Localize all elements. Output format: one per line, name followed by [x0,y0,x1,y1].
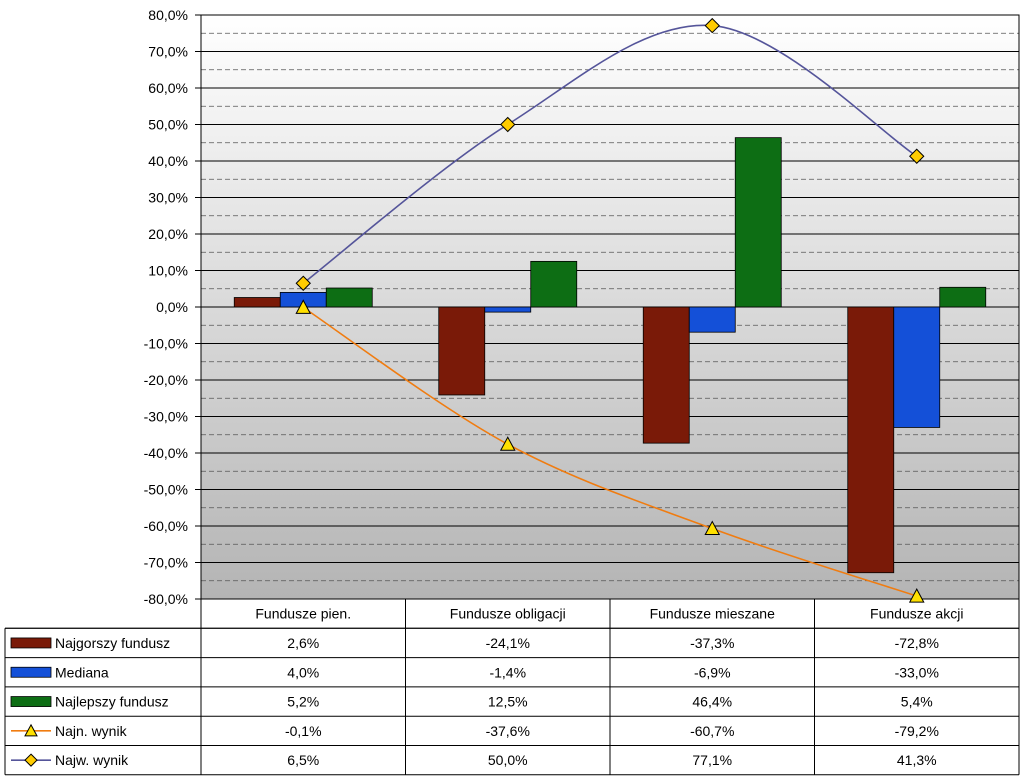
bar [893,306,941,428]
legend-marker [24,723,38,737]
y-tick-label: -50,0% [144,482,188,498]
data-label: 12,5% [488,694,528,710]
point-marker [295,299,312,314]
data-label: -33,0% [895,664,939,680]
y-tick-label: -70,0% [144,555,188,571]
data-label: -72,8% [895,635,939,651]
y-tick-label: 80,0% [148,7,188,23]
point-marker [499,436,516,451]
bar [325,287,373,308]
data-label: 6,5% [287,752,319,768]
data-label: -24,1% [486,635,530,651]
bar [530,260,578,308]
point-marker [909,148,925,164]
data-label: -60,7% [690,723,734,739]
y-tick-label: 30,0% [148,190,188,206]
data-label: 4,0% [287,664,319,680]
legend-label: Najgorszy fundusz [55,635,170,651]
y-tick-label: 70,0% [148,44,188,60]
x-tick-label: Fundusze obligacji [450,606,566,622]
bar [484,306,532,313]
point-marker [908,588,925,603]
data-label: 5,2% [287,694,319,710]
y-tick-label: 0,0% [156,299,188,315]
legend-label: Mediana [55,664,109,680]
legend-key [10,696,52,707]
bar [438,306,486,396]
data-label: -37,6% [486,723,530,739]
legend-key [10,666,52,678]
bar [642,306,690,444]
x-tick-label: Fundusze akcji [870,606,963,622]
legend-label: Najlepszy fundusz [55,694,169,710]
point-marker [500,116,516,133]
y-tick-label: -10,0% [144,336,188,352]
y-tick-label: 10,0% [148,263,188,279]
data-label: 50,0% [488,752,528,768]
y-tick-label: -30,0% [144,409,188,425]
bar [939,286,987,308]
y-tick-label: 20,0% [148,226,188,242]
y-tick-label: -40,0% [144,445,188,461]
legend-key [10,637,52,649]
data-label: 5,4% [901,694,933,710]
data-label: 2,6% [287,635,319,651]
data-label: -0,1% [285,723,322,739]
series-line [302,306,918,597]
y-tick-label: -60,0% [144,518,188,534]
point-marker [704,520,721,536]
bar [688,306,736,333]
bar [734,137,782,308]
legend-label: Najw. wynik [55,752,129,768]
data-label: -1,4% [489,664,526,680]
y-tick-label: 40,0% [148,153,188,169]
data-label: -79,2% [895,723,939,739]
point-marker [704,17,720,34]
legend-marker [24,753,38,767]
y-tick-label: 60,0% [148,80,188,96]
series-line [302,24,918,284]
point-marker [295,275,311,291]
y-tick-label: -20,0% [144,372,188,388]
data-label: 41,3% [897,752,937,768]
bar [233,297,281,308]
data-label: -37,3% [690,635,734,651]
bar [847,306,895,574]
y-tick-label: -80,0% [144,591,188,607]
data-label: 77,1% [692,752,732,768]
y-tick-label: 50,0% [148,117,188,133]
legend-label: Najn. wynik [55,723,128,739]
x-tick-label: Fundusze pien. [255,606,351,622]
x-tick-label: Fundusze mieszane [650,606,776,622]
data-label: -6,9% [694,664,731,680]
data-label: 46,4% [692,694,732,710]
